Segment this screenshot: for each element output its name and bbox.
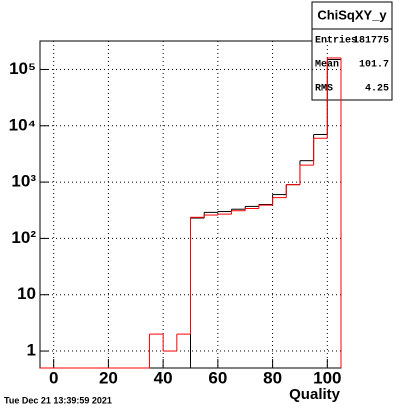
x-tick-label: 100 <box>313 368 341 387</box>
y-tick-label: 10³ <box>11 172 36 191</box>
x-tick-label: 40 <box>154 368 173 387</box>
x-axis-label: Quality <box>289 386 341 403</box>
y-tick-label: 10⁵ <box>9 59 36 78</box>
chart-title: ChiSqXY_y <box>317 7 387 22</box>
x-tick-label: 80 <box>263 368 282 387</box>
stat-label: Entries <box>315 35 357 47</box>
x-tick-label: 60 <box>208 368 227 387</box>
y-tick-label: 10² <box>11 228 36 247</box>
y-tick-label: 1 <box>27 341 36 360</box>
stat-value: 181775 <box>353 36 389 47</box>
x-tick-label: 0 <box>49 368 58 387</box>
y-tick-label: 10⁴ <box>9 115 36 134</box>
x-tick-label: 20 <box>99 368 118 387</box>
stat-value: 4.25 <box>365 84 389 95</box>
stats-box <box>311 1 393 101</box>
stat-value: 101.7 <box>359 60 389 71</box>
y-tick-label: 10 <box>17 284 36 303</box>
footer: Tue Dec 21 13:39:59 2021 <box>4 395 112 405</box>
stat-label: RMS <box>315 84 333 95</box>
